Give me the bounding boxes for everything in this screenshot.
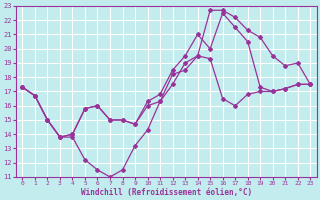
- X-axis label: Windchill (Refroidissement éolien,°C): Windchill (Refroidissement éolien,°C): [81, 188, 252, 197]
